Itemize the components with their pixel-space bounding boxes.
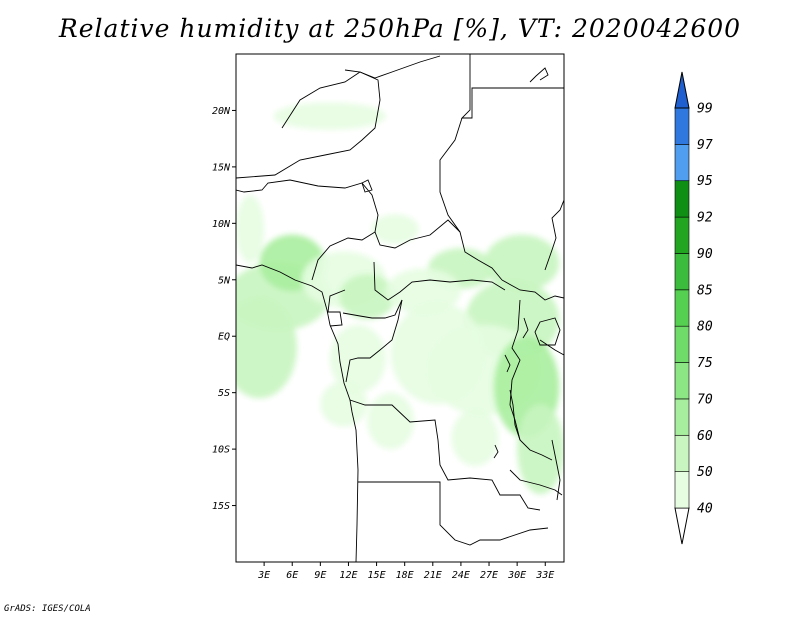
lon-tick-label: 9E: [314, 570, 326, 581]
humidity-field: [236, 102, 564, 495]
border-congo-drc: [345, 299, 403, 383]
humidity-patch: [236, 195, 265, 263]
border-libya: [281, 55, 441, 129]
lat-tick-label: EQ: [218, 332, 230, 343]
colorbar-label: 70: [697, 392, 713, 407]
border-egypt-sudan: [460, 54, 564, 119]
colorbar-lower-arrow: [674, 507, 690, 545]
border-ethiopia: [544, 199, 564, 271]
colorbar-label: 97: [697, 138, 713, 153]
lon-tick-label: 12E: [339, 570, 357, 581]
lat-tick-label: 15S: [212, 501, 230, 512]
colorbar-segment: [674, 180, 690, 218]
border-east: [501, 279, 564, 301]
coastline: [236, 264, 359, 562]
colorbar-label: 40: [697, 502, 713, 517]
colorbar-label: 95: [697, 174, 713, 189]
humidity-patch: [390, 302, 485, 404]
colorbar-segment: [674, 144, 690, 182]
colorbar-segment: [674, 289, 690, 327]
colorbar-label: 99: [697, 102, 713, 117]
colorbar-label: 75: [697, 356, 713, 371]
lon-tick-label: 21E: [424, 570, 442, 581]
colorbar-segment: [674, 398, 690, 436]
humidity-patch: [371, 214, 419, 244]
lake-malawi: [551, 439, 561, 501]
lake-tanganyika: [509, 389, 521, 441]
longitude-axis: 3E 6E 9E 12E 15E 18E 21E 24E 27E 30E 33E: [257, 562, 554, 581]
border-angola: [358, 481, 549, 546]
lat-tick-label: 15N: [212, 162, 231, 173]
colorbar-label: 80: [697, 320, 713, 335]
colorbar-legend: 40 50 60 70 75 80 85 90 92 95 97 99: [674, 71, 713, 545]
lake-albert: [522, 317, 529, 339]
latitude-axis: 20N 15N 10N 5N EQ 5S 10S 15S: [212, 106, 236, 512]
lon-tick-label: 30E: [507, 570, 526, 581]
colorbar-segment: [674, 471, 690, 509]
map-title: Relative humidity at 250hPa [%], VT: 202…: [58, 14, 742, 43]
border-drc-south: [349, 399, 541, 511]
colorbar-segment: [674, 362, 690, 400]
border-chad-sudan: [439, 117, 503, 281]
humidity-patch: [385, 268, 461, 314]
humidity-patch: [484, 234, 560, 292]
humidity-patch: [236, 296, 297, 399]
humidity-patch: [273, 102, 386, 130]
border-gabon-congo: [342, 299, 403, 319]
colorbar-segment: [674, 434, 690, 472]
lat-tick-label: 5S: [218, 388, 230, 399]
humidity-patch: [367, 392, 415, 450]
colorbar-segment: [674, 325, 690, 363]
lake-chad: [361, 179, 373, 193]
lake-victoria: [534, 317, 561, 346]
colorbar-label: 92: [697, 211, 713, 226]
colorbar-label: 85: [697, 283, 713, 298]
humidity-patch: [329, 324, 386, 393]
colorbar-upper-arrow: [674, 71, 690, 109]
humidity-patch: [451, 409, 499, 467]
lon-tick-label: 18E: [396, 570, 414, 581]
country-borders: [236, 54, 564, 562]
border-car-south: [373, 261, 506, 301]
lon-tick-label: 6E: [286, 570, 298, 581]
credit-text: GrADS: IGES/COLA: [4, 604, 91, 614]
lon-tick-label: 3E: [257, 570, 270, 581]
colorbar-segment: [674, 253, 690, 291]
colorbar-label: 60: [697, 429, 713, 444]
colorbar-segment: [674, 216, 690, 254]
border-cameroon-congo: [327, 289, 346, 327]
border-niger-chad: [236, 69, 381, 179]
border-car: [374, 219, 461, 249]
colorbar-segment: [674, 107, 690, 145]
lat-tick-label: 5N: [218, 275, 231, 286]
lon-tick-label: 27E: [480, 570, 498, 581]
lake-mweru: [493, 444, 499, 459]
lat-tick-label: 10S: [212, 445, 230, 456]
humidity-patch: [517, 403, 564, 495]
map-frame: [235, 53, 565, 563]
lon-tick-label: 24E: [452, 570, 470, 581]
colorbar-label: 90: [697, 247, 713, 262]
lake-kivu: [504, 354, 511, 373]
red-sea-coast: [529, 67, 549, 83]
humidity-patch: [320, 381, 368, 427]
lat-tick-label: 10N: [212, 219, 231, 230]
lon-tick-label: 15E: [368, 570, 386, 581]
lon-tick-label: 33E: [535, 570, 554, 581]
humidity-patch: [339, 274, 396, 320]
border-nigeria: [236, 179, 379, 281]
border-tanzania: [539, 339, 564, 356]
border-zambia: [509, 469, 563, 496]
lat-tick-label: 20N: [212, 106, 231, 117]
border-uganda: [509, 299, 553, 461]
colorbar-label: 50: [697, 465, 713, 480]
